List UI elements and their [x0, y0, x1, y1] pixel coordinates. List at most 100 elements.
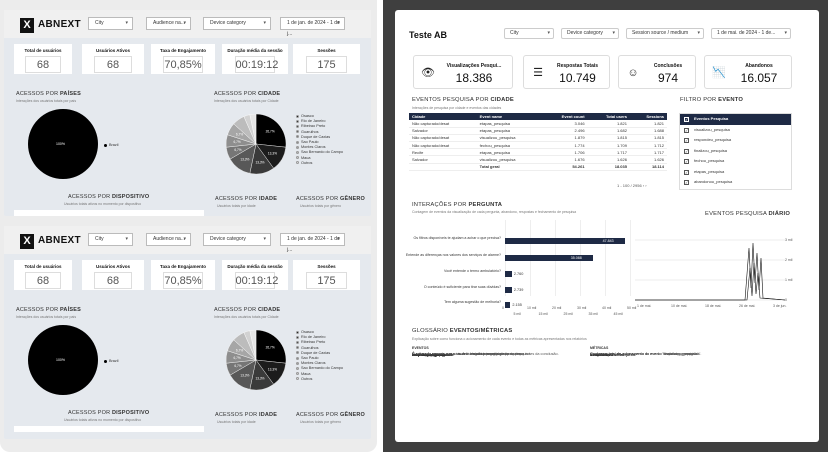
filter-item[interactable]: ✓ abandonou_pesquisa	[680, 177, 791, 188]
checkbox-icon[interactable]: ✓	[684, 127, 689, 133]
checkbox-icon[interactable]: ✓	[684, 148, 689, 154]
x-tick: 40 mil	[602, 306, 612, 310]
legend-label: Duque de Caxias	[301, 134, 331, 139]
filter-label: Device category	[210, 236, 246, 242]
legend-swatch	[296, 119, 299, 123]
legend-item: Maua	[296, 156, 343, 161]
bar-value: 35.088	[570, 256, 582, 260]
column-header[interactable]: Cidade	[409, 113, 477, 120]
filter-dropdown[interactable]: Device category ▾	[203, 233, 271, 246]
filter-dropdown[interactable]: Audience na... ▾	[146, 233, 191, 246]
legend-item: Sao Bernardo do Campo	[296, 150, 343, 155]
country-legend: Brazil	[104, 359, 119, 364]
filter-item[interactable]: ✓ visualizou_pesquisa	[680, 125, 791, 136]
next-page-icon[interactable]: ›	[645, 183, 647, 188]
glossary-term: fechou_pesquisa:	[412, 352, 447, 357]
legend-item: Rio de Janeiro	[296, 335, 343, 340]
table-cell: 1.688	[629, 127, 667, 135]
filter-item[interactable]: ✓ finalizou_pesquisa	[680, 146, 791, 157]
legend-item: Sao Paulo	[296, 356, 343, 361]
source-filter[interactable]: Session source / medium ▾	[626, 28, 704, 39]
legend-label: Ribeirao Preto	[301, 340, 326, 345]
table-cell: 1.815	[587, 134, 630, 143]
kpi-label: Duração média da sessão	[227, 264, 283, 269]
kpi-card: Duração média da sessão 00:19:12	[222, 44, 288, 74]
kpi-label: Sessões	[317, 48, 336, 53]
slice-label: 6,7%	[236, 348, 243, 352]
question-bar[interactable]	[505, 287, 512, 293]
daily-section-title: EVENTOS PESQUISA DIÁRIO	[705, 211, 790, 217]
filter-dropdown[interactable]: 1 de jan. de 2024 - 1 de j... ▾	[280, 233, 345, 253]
kpi-card: Usuários Ativos 68	[82, 44, 144, 74]
total-cell: Total geral	[476, 163, 543, 171]
pie-slice[interactable]	[249, 330, 257, 361]
filter-label: 1 de jan. de 2024 - 1 de j...	[287, 20, 340, 37]
prev-page-icon[interactable]: ‹	[642, 183, 645, 188]
event-filter-title: FILTRO POR EVENTO	[680, 97, 743, 103]
kpi-value: 175	[305, 272, 348, 289]
section-title-gender: ACESSOS POR GÊNERO	[296, 196, 365, 202]
checkbox-icon[interactable]: ✓	[684, 138, 689, 143]
glossary-term: respondeu_pesquisa:	[412, 352, 454, 357]
glossary-desc: É acionado sempre que o usuário conclui …	[412, 352, 526, 356]
checkbox-icon[interactable]: ✓	[684, 159, 689, 164]
column-header[interactable]: Event count	[542, 113, 588, 120]
legend-label: Sao Bernardo do Campo	[301, 150, 344, 155]
city-filter[interactable]: City ▾	[504, 28, 554, 39]
glossary-desc: É acionado sempre que o usuário responde…	[412, 352, 506, 356]
legend-swatch	[104, 359, 107, 363]
kpi-value: 974	[657, 71, 679, 85]
table-cell: Recife	[409, 148, 477, 157]
question-bar[interactable]	[505, 255, 593, 261]
tile-header: X ABNEXT City ▾ Audience na... ▾ Device catego…	[4, 10, 371, 38]
column-header[interactable]: Event name	[476, 113, 543, 120]
column-header[interactable]: Total users	[587, 113, 630, 120]
slice-label: 26,7%	[266, 129, 275, 133]
kpi-card: Usuários Ativos 68	[82, 260, 144, 290]
x-tick: 1 de mai.	[637, 304, 652, 308]
gridline	[630, 220, 631, 296]
daily-line-chart: 3 mil 2 mil 1 mil 0 1 de mai. 10 de mai. 18 de…	[635, 222, 813, 312]
pie-slice[interactable]	[255, 114, 286, 148]
column-header[interactable]: Sessions	[629, 113, 667, 120]
filter-dropdown[interactable]: Device category ▾	[203, 17, 271, 30]
pie-slice[interactable]	[249, 114, 257, 145]
filter-item[interactable]: ✓ Eventos Pesquisa	[680, 114, 791, 125]
filter-dropdown[interactable]: Audience na... ▾	[146, 17, 191, 30]
filter-dropdown[interactable]: 1 de jan. de 2024 - 1 de j... ▾	[280, 17, 345, 37]
question-bar[interactable]	[505, 302, 511, 308]
events-header: EVENTOS	[412, 346, 429, 350]
filter-item[interactable]: ✓ respondeu_pesquisa	[680, 135, 791, 146]
report-page: Teste AB City ▾ Device category ▾ Session …	[395, 10, 819, 442]
title-bold: DISPOSITIVO	[111, 194, 150, 200]
filter-item[interactable]: ✓ etapas_pesquisa	[680, 167, 791, 178]
title-prefix: ACESSOS POR	[16, 307, 60, 313]
bar-label: Você entende o termo ambulatório?	[444, 269, 501, 273]
title-mid: POR	[475, 97, 491, 103]
title-prefix: GLOSSÁRIO	[412, 328, 450, 334]
filter-item-label: finalizou_pesquisa	[694, 147, 727, 153]
x-tick: 5 mil	[513, 312, 521, 316]
kpi-label: Taxa de Engajamento	[160, 264, 206, 269]
checkbox-icon[interactable]: ✓	[684, 180, 689, 185]
x-tick: 10 de mai.	[671, 304, 688, 308]
date-range-filter[interactable]: 1 de mai. de 2024 - 1 de... ▾	[711, 28, 791, 39]
section-subtitle-countries: Interações dos usuários totais por país	[16, 315, 77, 319]
legend-swatch	[296, 135, 299, 139]
table-cell: Não capturado/desat	[409, 134, 477, 143]
brand-logo-icon: X	[20, 18, 34, 33]
legend-swatch	[296, 356, 299, 360]
slice-label: 13,3%	[255, 377, 264, 381]
legend-item: Guarulhos	[296, 130, 343, 135]
device-filter[interactable]: Device category ▾	[561, 28, 619, 39]
table-row: Não capturado/desat etapas_pesquisa 3.046 1…	[409, 120, 667, 128]
question-bar[interactable]	[505, 271, 512, 277]
pie-slice[interactable]	[255, 330, 286, 364]
legend-label: Guarulhos	[301, 345, 319, 350]
filter-dropdown[interactable]: City ▾	[88, 233, 133, 246]
checkbox-icon[interactable]: ✓	[684, 169, 689, 175]
question-bar[interactable]	[505, 238, 625, 244]
filter-item[interactable]: ✓ fechou_pesquisa	[680, 156, 791, 167]
filter-dropdown[interactable]: City ▾	[88, 17, 133, 30]
checkbox-icon[interactable]: ✓	[684, 117, 689, 122]
